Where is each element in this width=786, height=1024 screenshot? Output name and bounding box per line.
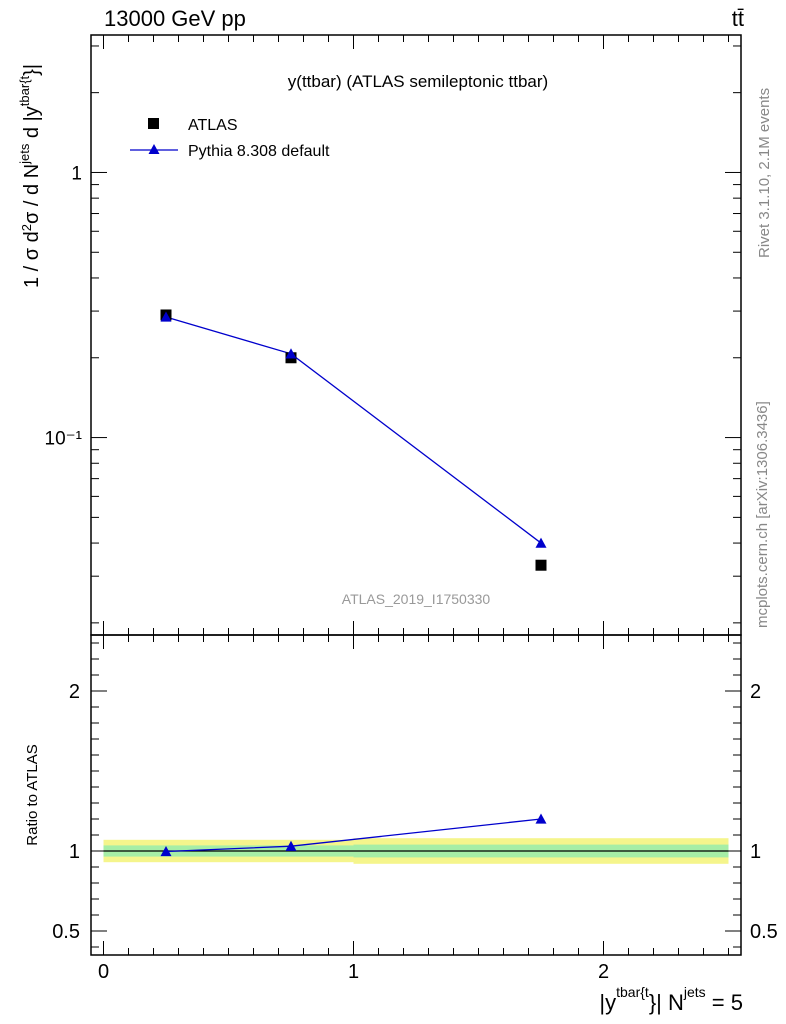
svg-text:|ytbar{t}| Njets = 5: |ytbar{t}| Njets = 5 [599,984,743,1015]
main-pythia-point-1 [285,348,297,359]
header-final-state-label: tt̄ [731,6,744,31]
main-y-tick-label-1: 1 [71,163,82,184]
ratio-y-tick-label-right-1: 1 [750,841,761,863]
data-marks [160,309,547,857]
main-pythia-point-0 [160,311,172,322]
main-pythia-point-2 [535,537,547,548]
tick-labels: 0 1 2 10⁻¹ 1 0.5 0.5 1 1 2 2 [45,163,778,983]
ratio-uncertainty-bands [103,838,729,864]
legend-pythia-marker [148,144,160,154]
main-y-tick-label-0.1: 10⁻¹ [45,429,83,450]
ratio-y-axis-label: Ratio to ATLAS [24,744,41,845]
x-tick-label-0: 0 [98,961,109,983]
legend-atlas-label: ATLAS [188,117,238,134]
legend: ATLAS Pythia 8.308 default [130,117,330,160]
plot-frames [90,34,742,956]
x-axis-label: |ytbar{t}| Njets = 5 [599,984,743,1015]
main-y-axis-label: 1 / σ d2σ / d Njets d |ytbar{t}| [17,64,43,288]
legend-pythia-label: Pythia 8.308 default [188,143,330,160]
main-plot-title: y(ttbar) (ATLAS semileptonic ttbar) [288,72,548,91]
legend-atlas-marker [148,118,159,129]
x-tick-label-1: 1 [348,961,359,983]
ratio-y-tick-label-right-2: 2 [750,681,761,703]
ratio-pythia-point-0 [160,845,172,857]
svg-text:1 / σ d2σ / d Njets d |ytbar{t: 1 / σ d2σ / d Njets d |ytbar{t}| [17,64,43,288]
ratio-pythia-point-1 [285,840,297,851]
header-process-label: 13000 GeV pp [104,6,246,31]
ratio-pythia-point-2 [535,813,547,824]
ratio-y-tick-label-right-0.5: 0.5 [750,921,778,943]
ratio-plot-frame [90,634,742,956]
analysis-watermark: ATLAS_2019_I1750330 [342,591,491,607]
ratio-y-tick-label-left-2: 2 [69,681,80,703]
x-tick-label-2: 2 [598,961,609,983]
main-pythia-line [165,316,542,544]
main-atlas-point-2 [535,559,547,571]
ratio-y-tick-label-left-0.5: 0.5 [52,921,80,943]
ratio-y-tick-label-left-1: 1 [69,841,80,863]
axis-ticks [91,35,741,955]
